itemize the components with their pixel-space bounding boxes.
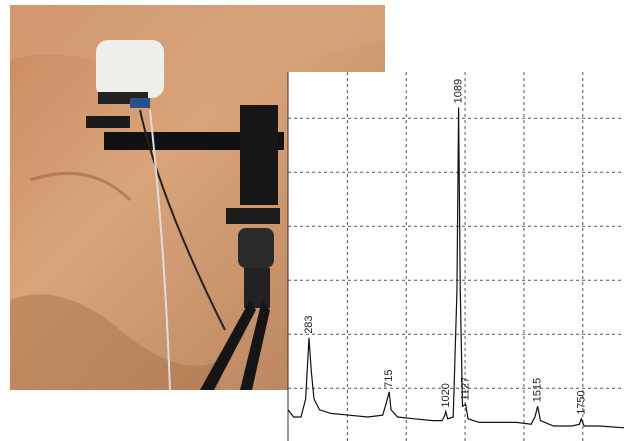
peak-label: 715 <box>383 369 395 387</box>
peak-label: 1515 <box>532 378 544 402</box>
peak-label: 1127 <box>460 377 472 401</box>
page: 283 715 1020 1089 1127 1515 1750 <box>0 0 624 441</box>
peak-label: 1020 <box>440 383 452 407</box>
chart-panel <box>288 72 624 441</box>
peak-label: 1750 <box>575 390 587 414</box>
peak-label: 283 <box>303 315 315 333</box>
peak-label: 1089 <box>453 79 465 103</box>
